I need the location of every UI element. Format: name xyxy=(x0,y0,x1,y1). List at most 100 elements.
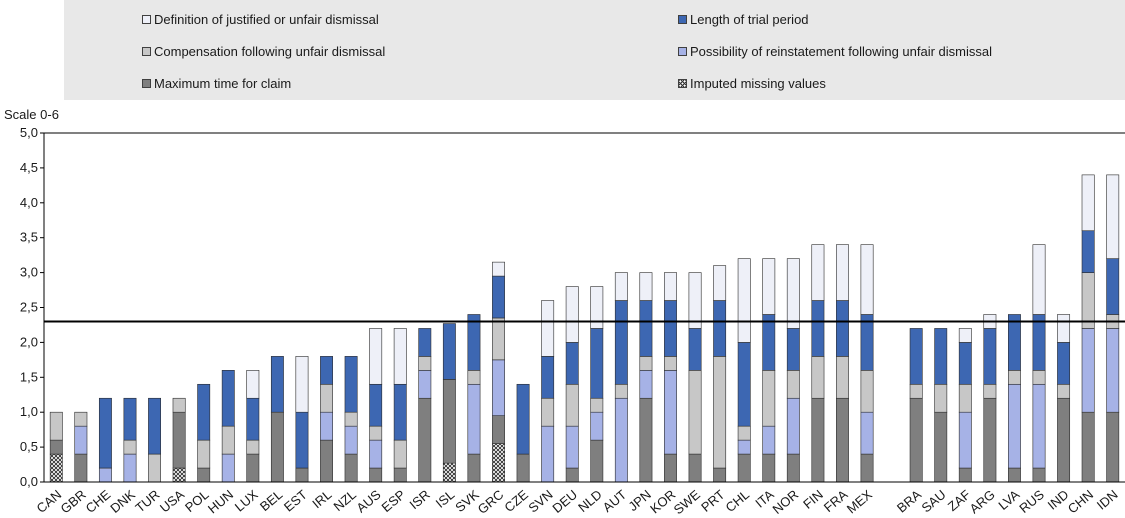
bar-segment xyxy=(1057,342,1071,385)
bar-segment xyxy=(762,258,776,315)
x-tick-label: ISR xyxy=(406,487,432,512)
bar-segment xyxy=(369,467,383,483)
bar-segment xyxy=(688,370,702,455)
bar-segment xyxy=(639,356,653,371)
x-tick-label: SVN xyxy=(525,487,555,516)
bar-segment xyxy=(369,439,383,469)
x-tick-label: POL xyxy=(182,487,212,515)
bar-segment xyxy=(1008,314,1021,371)
bar-segment xyxy=(123,453,137,483)
bar-segment xyxy=(492,261,505,277)
x-tick-label: DNK xyxy=(107,487,138,516)
bar-segment xyxy=(737,342,751,427)
bar-segment xyxy=(197,383,211,441)
legend-label-compensation: Compensation following unfair dismissal xyxy=(154,44,386,59)
bar-segment xyxy=(713,356,727,469)
x-tick-label: ZAF xyxy=(945,487,973,514)
bar-segment xyxy=(123,439,137,455)
x-tick-label: RUS xyxy=(1016,487,1047,516)
bar-segment xyxy=(909,328,923,385)
bar-segment xyxy=(1008,467,1021,483)
bar-segment xyxy=(320,356,333,385)
bar-segment xyxy=(344,453,358,483)
bar-segment xyxy=(467,383,481,455)
bar-segment xyxy=(172,397,186,413)
y-tick-label: 3,0 xyxy=(20,265,38,280)
x-tick-label: GBR xyxy=(58,487,89,517)
bar-segment xyxy=(1057,383,1071,399)
bar-segment xyxy=(565,286,579,343)
bar-segment xyxy=(762,425,776,455)
x-tick-label: NZL xyxy=(331,487,359,514)
x-tick-label: BEL xyxy=(257,487,285,514)
bar-segment xyxy=(516,383,530,455)
bar-segment xyxy=(713,467,727,483)
bar-segment xyxy=(811,244,825,301)
y-tick-label: 0,0 xyxy=(20,474,38,489)
bar-segment xyxy=(639,397,653,483)
x-tick-label: BRA xyxy=(894,487,924,516)
bar-segment xyxy=(74,425,88,455)
bar-segment xyxy=(270,411,284,483)
bar-segment xyxy=(123,397,137,441)
bar-segment xyxy=(664,453,677,483)
legend-item-compensation: Compensation following unfair dismissal xyxy=(142,44,385,59)
bar-segment xyxy=(958,411,972,469)
legend-label-trial-period: Length of trial period xyxy=(690,12,809,27)
x-tick-label: CHL xyxy=(723,487,753,515)
x-tick-label: NLD xyxy=(575,487,605,515)
bar-segment xyxy=(295,356,309,413)
bar-segment xyxy=(1057,314,1071,343)
bar-segment xyxy=(614,272,628,301)
bar-segment xyxy=(148,453,161,483)
bar-segment xyxy=(369,425,383,441)
bar-segment xyxy=(565,425,579,469)
x-tick-label: CHE xyxy=(83,487,114,516)
bar-segment xyxy=(442,323,456,380)
bar-segment xyxy=(246,439,260,455)
bar-segment xyxy=(590,397,604,413)
x-tick-label: AUT xyxy=(600,487,630,515)
x-tick-label: AUS xyxy=(353,487,383,516)
x-tick-label: HUN xyxy=(205,487,236,517)
bar-segment xyxy=(320,411,333,441)
bar-segment xyxy=(590,411,604,441)
y-tick-label: 1,0 xyxy=(20,404,38,419)
bar-segment xyxy=(639,272,653,301)
bar-segment xyxy=(492,359,505,416)
bar-segment xyxy=(614,383,628,399)
bar-segment xyxy=(270,356,284,413)
bar-segment xyxy=(737,258,751,343)
bar-segment xyxy=(860,314,874,371)
bar-segment xyxy=(221,425,235,455)
bar-segment xyxy=(442,462,456,483)
bar-segment xyxy=(49,439,63,455)
bar-segment xyxy=(811,300,825,357)
bar-segment xyxy=(148,397,161,455)
x-tick-label: LUX xyxy=(232,487,261,515)
x-tick-label: FIN xyxy=(800,487,826,512)
bar-segment xyxy=(1081,272,1095,329)
bar-segment xyxy=(393,383,407,441)
bar-segment xyxy=(418,370,432,399)
bar-segment xyxy=(983,328,997,385)
bar-segment xyxy=(1032,314,1046,371)
legend-swatch-imputed xyxy=(678,79,687,88)
bar-segment xyxy=(639,370,653,399)
bar-segment xyxy=(49,411,63,441)
bar-segment xyxy=(836,244,849,301)
bar-segment xyxy=(614,300,628,385)
bar-segment xyxy=(320,439,333,483)
bar-segment xyxy=(688,328,702,371)
bar-segment xyxy=(786,397,800,455)
bar-segment xyxy=(565,342,579,385)
bar-segment xyxy=(393,328,407,385)
bar-segment xyxy=(418,356,432,371)
bar-segment xyxy=(590,286,604,329)
bar-segment xyxy=(467,453,481,483)
bar-segment xyxy=(1106,258,1120,315)
bar-segment xyxy=(860,370,874,413)
bar-segment xyxy=(590,439,604,483)
